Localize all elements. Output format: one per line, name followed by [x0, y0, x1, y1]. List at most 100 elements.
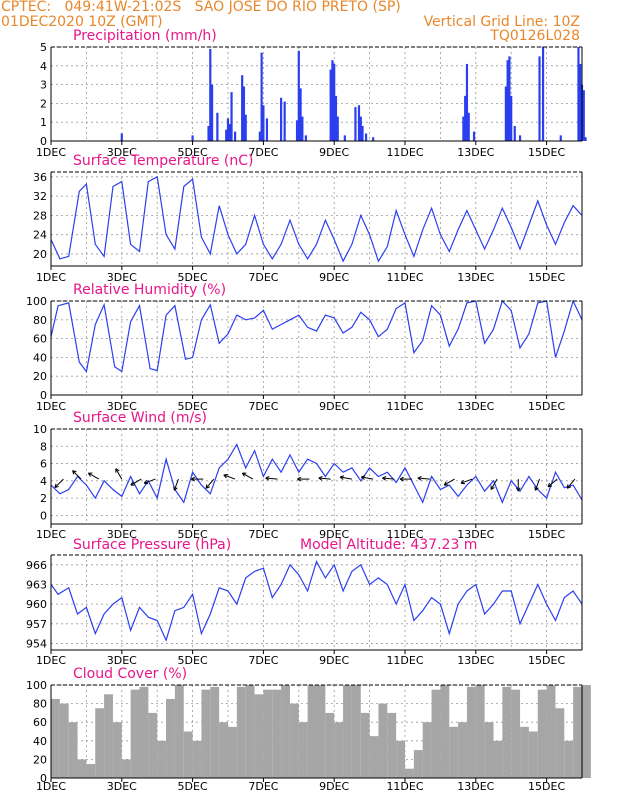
wind-arrow	[265, 477, 278, 480]
precip-bar	[295, 120, 299, 141]
cloud-bar	[502, 686, 512, 778]
x-tick-label: 3DEC	[107, 780, 137, 793]
cloud-bar	[174, 685, 184, 778]
panel-title: Surface Wind (m/s)	[73, 410, 207, 426]
cloud-bar	[139, 686, 149, 778]
x-tick-label: 7DEC	[248, 528, 278, 541]
cloud-bar	[121, 759, 131, 778]
x-tick-label: 1DEC	[36, 400, 66, 413]
x-tick-label: 13DEC	[457, 271, 494, 284]
precip-bar	[334, 95, 338, 141]
y-tick-label: 20	[33, 370, 47, 383]
x-tick-label: 7DEC	[248, 146, 278, 159]
x-tick-label: 5DEC	[178, 654, 208, 667]
wind-arrow-head	[535, 487, 539, 491]
x-tick-label: 13DEC	[457, 528, 494, 541]
cloud-bar	[263, 689, 273, 778]
wind-arrow	[443, 478, 455, 486]
wind-arrow-head	[318, 477, 323, 481]
precip-bar	[467, 112, 470, 141]
wind-arrow-head	[460, 482, 466, 485]
precip-bar	[354, 107, 357, 141]
x-tick-label: 1DEC	[36, 780, 66, 793]
wind-arrow	[460, 478, 473, 484]
precip-bar	[464, 95, 467, 141]
wind-arrow-head	[566, 484, 569, 489]
cloud-bar	[236, 686, 246, 778]
panel-4: 0 2 4 6 8 10 1DEC 3DEC 5DEC 7DEC 9DEC 11DEC 13DEC 15D…	[33, 410, 583, 541]
cloud-bar	[431, 689, 441, 778]
wind-arrow-head	[339, 476, 344, 480]
precip-bar	[230, 92, 233, 141]
y-tick-label: 20	[33, 753, 47, 766]
wind-arrow-head	[515, 487, 519, 492]
cloud-bar	[272, 689, 282, 778]
wind-arrow-head	[361, 475, 366, 478]
cloud-bar	[192, 740, 202, 778]
series-line	[50, 299, 583, 373]
precip-bar	[559, 135, 562, 141]
x-tick-label: 15DEC	[528, 400, 565, 413]
wind-arrow-head	[115, 468, 120, 472]
cloud-bar	[228, 726, 237, 778]
wind-arrow	[130, 478, 142, 486]
wind-arrow-head	[87, 472, 91, 477]
cloud-bar	[298, 722, 308, 778]
cloud-bar	[466, 686, 476, 778]
cloud-bar	[528, 731, 538, 778]
y-tick-label: 4	[40, 60, 47, 73]
cloud-bar	[564, 740, 574, 778]
cloud-bar	[201, 689, 211, 778]
wind-arrow	[173, 478, 179, 491]
precip-bar	[462, 116, 465, 141]
y-tick-label: 80	[33, 314, 47, 327]
cloud-bar	[573, 686, 582, 778]
panel-title: Relative Humidity (%)	[73, 282, 226, 298]
y-tick-label: 8	[40, 440, 47, 453]
precip-bar	[343, 135, 346, 141]
cloud-bar	[210, 686, 220, 778]
precip-bar	[329, 69, 332, 141]
y-tick-label: 60	[33, 716, 47, 729]
wind-arrow-head	[223, 473, 228, 476]
precip-bar	[241, 75, 244, 141]
cloud-bar	[219, 722, 228, 778]
precip-bar	[210, 84, 214, 141]
cloud-bar	[148, 712, 158, 778]
wind-arrow-head	[205, 484, 208, 489]
cloud-bar	[157, 740, 167, 778]
x-tick-label: 7DEC	[248, 400, 278, 413]
cloud-bar	[396, 740, 405, 778]
wind-arrow-head	[54, 485, 59, 489]
wind-arrow-head	[318, 475, 323, 479]
precip-bar	[262, 105, 265, 141]
x-tick-label: 9DEC	[319, 400, 349, 413]
precip-bar	[541, 47, 545, 141]
wind-arrow-head	[399, 476, 404, 480]
y-tick-label: 100	[26, 295, 47, 308]
cloud-bar	[183, 731, 193, 778]
precip-bar	[280, 97, 283, 141]
precip-bar	[191, 135, 194, 141]
wind-arrow-head	[443, 481, 447, 486]
cloud-bar	[511, 689, 521, 778]
x-tick-label: 15DEC	[528, 780, 565, 793]
wind-arrow	[318, 477, 331, 480]
cloud-bar	[405, 768, 414, 778]
precip-bar	[242, 86, 246, 141]
wind-arrow-head	[144, 482, 149, 485]
cloud-bar	[555, 708, 565, 778]
wind-arrow-head	[265, 477, 270, 481]
x-tick-label: 5DEC	[178, 271, 208, 284]
cloud-bar	[334, 722, 344, 778]
precip-bar	[372, 137, 375, 141]
cloud-bar	[369, 736, 379, 778]
precip-bar	[579, 63, 582, 141]
y-tick-label: 960	[26, 598, 47, 611]
cloud-bar	[387, 712, 397, 778]
panel-title: Surface Pressure (hPa)	[73, 537, 231, 553]
cloud-bar	[68, 722, 78, 778]
cloud-bar	[413, 750, 423, 778]
precip-bar	[331, 60, 334, 141]
panel-5: 954 957 960 963 966 1DEC 3DEC 5DEC 7DEC 9DEC 11DEC…	[26, 537, 583, 667]
